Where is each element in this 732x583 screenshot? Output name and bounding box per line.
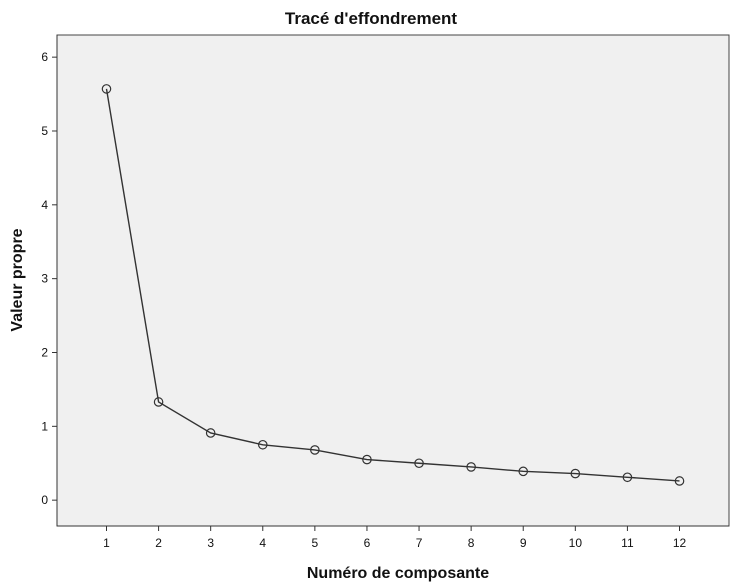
y-ticks: 0 1 2 3 4 5 6: [41, 50, 57, 507]
series-group: [101, 84, 685, 486]
x-tick-label: 1: [103, 536, 110, 550]
x-tick-label: 9: [520, 536, 527, 550]
data-point: [518, 466, 529, 477]
data-point: [310, 445, 320, 455]
x-tick-label: 11: [621, 536, 634, 550]
y-tick-label: 0: [41, 493, 48, 507]
x-tick-label: 4: [259, 536, 266, 550]
data-point: [674, 476, 685, 486]
x-tick-label: 12: [673, 536, 687, 550]
data-point: [257, 439, 268, 450]
x-tick-label: 6: [364, 536, 371, 550]
data-point: [205, 428, 216, 438]
x-axis-label: Numéro de composante: [307, 565, 489, 582]
chart-title: Tracé d'effondrement: [285, 9, 458, 28]
y-tick-label: 5: [41, 124, 48, 138]
data-point: [362, 454, 372, 465]
y-tick-label: 2: [41, 345, 48, 359]
series-line: [105, 88, 680, 482]
data-point: [153, 397, 164, 407]
y-tick-label: 4: [41, 198, 48, 212]
x-tick-label: 5: [312, 536, 319, 550]
data-point: [570, 468, 581, 479]
plot-area: [56, 34, 730, 527]
data-point: [414, 458, 424, 469]
x-tick-label: 7: [416, 536, 423, 550]
data-point: [101, 84, 112, 94]
data-point: [466, 462, 476, 472]
y-tick-label: 3: [41, 272, 48, 286]
x-tick-label: 2: [155, 536, 162, 550]
x-ticks: 1 2 3 4 5 6 7 8 9 10 11 12: [103, 526, 687, 550]
x-tick-label: 8: [468, 536, 475, 550]
y-tick-label: 6: [41, 50, 48, 64]
data-point: [622, 472, 633, 483]
x-tick-label: 3: [207, 536, 214, 550]
y-axis-label: Valeur propre: [9, 228, 26, 331]
x-tick-label: 10: [569, 536, 583, 550]
y-tick-label: 1: [41, 419, 48, 433]
